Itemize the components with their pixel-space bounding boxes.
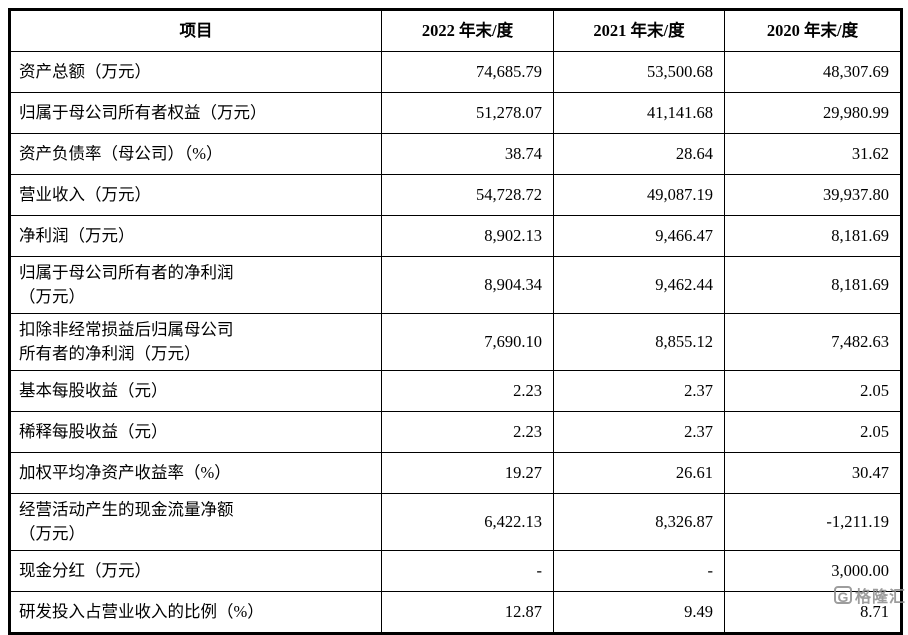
row-item-label: 研发投入占营业收入的比例（%） xyxy=(9,591,382,634)
value-2020: 8,181.69 xyxy=(724,256,902,314)
item-line1: 扣除非经常损益后归属母公司 xyxy=(19,320,234,340)
value-2022: 54,728.72 xyxy=(381,174,554,216)
item-line1: 基本每股收益（元） xyxy=(19,381,168,401)
row-item-label: 归属于母公司所有者的净利润 （万元） xyxy=(9,256,382,314)
row-item-label: 加权平均净资产收益率（%） xyxy=(9,452,382,494)
value-2020: 8.71 xyxy=(724,591,902,634)
row-item-label: 现金分红（万元） xyxy=(9,550,382,592)
item-line1: 资产负债率（母公司）（%） xyxy=(19,144,223,164)
row-item-label: 扣除非经常损益后归属母公司 所有者的净利润（万元） xyxy=(9,313,382,371)
value-2020: -1,211.19 xyxy=(724,493,902,551)
value-2020: 31.62 xyxy=(724,133,902,175)
table-row: 归属于母公司所有者的净利润 （万元） 8,904.34 9,462.44 8,1… xyxy=(9,256,902,314)
value-2021: 8,855.12 xyxy=(553,313,725,371)
value-2020: 8,181.69 xyxy=(724,215,902,257)
table-row: 归属于母公司所有者权益（万元） 51,278.07 41,141.68 29,9… xyxy=(9,92,902,134)
value-2022: 7,690.10 xyxy=(381,313,554,371)
value-2022: 2.23 xyxy=(381,411,554,453)
value-2020: 3,000.00 xyxy=(724,550,902,592)
value-2021: 9.49 xyxy=(553,591,725,634)
header-2020: 2020 年末/度 xyxy=(724,9,902,52)
item-line1: 资产总额（万元） xyxy=(19,62,151,82)
table-row: 资产负债率（母公司）（%） 38.74 28.64 31.62 xyxy=(9,133,902,175)
row-item-label: 净利润（万元） xyxy=(9,215,382,257)
value-2021: 26.61 xyxy=(553,452,725,494)
row-item-label: 稀释每股收益（元） xyxy=(9,411,382,453)
table-row: 营业收入（万元） 54,728.72 49,087.19 39,937.80 xyxy=(9,174,902,216)
row-item-label: 经营活动产生的现金流量净额 （万元） xyxy=(9,493,382,551)
item-line1: 现金分红（万元） xyxy=(19,561,151,581)
row-item-label: 归属于母公司所有者权益（万元） xyxy=(9,92,382,134)
value-2020: 30.47 xyxy=(724,452,902,494)
row-item-label: 资产负债率（母公司）（%） xyxy=(9,133,382,175)
table-row: 资产总额（万元） 74,685.79 53,500.68 48,307.69 xyxy=(9,51,902,93)
item-line1: 净利润（万元） xyxy=(19,226,135,246)
value-2020: 7,482.63 xyxy=(724,313,902,371)
value-2021: 2.37 xyxy=(553,411,725,453)
table-row: 基本每股收益（元） 2.23 2.37 2.05 xyxy=(9,370,902,412)
value-2022: 19.27 xyxy=(381,452,554,494)
value-2021: - xyxy=(553,550,725,592)
table-row: 扣除非经常损益后归属母公司 所有者的净利润（万元） 7,690.10 8,855… xyxy=(9,313,902,371)
item-line1: 稀释每股收益（元） xyxy=(19,422,168,442)
value-2021: 28.64 xyxy=(553,133,725,175)
table-row: 现金分红（万元） - - 3,000.00 xyxy=(9,550,902,592)
item-line2: 所有者的净利润（万元） xyxy=(19,344,201,363)
value-2020: 48,307.69 xyxy=(724,51,902,93)
table-row: 稀释每股收益（元） 2.23 2.37 2.05 xyxy=(9,411,902,453)
header-2022: 2022 年末/度 xyxy=(381,9,554,52)
value-2022: 74,685.79 xyxy=(381,51,554,93)
value-2022: 8,902.13 xyxy=(381,215,554,257)
header-row: 项目 2022 年末/度 2021 年末/度 2020 年末/度 xyxy=(9,9,902,52)
item-line1: 研发投入占营业收入的比例（%） xyxy=(19,602,264,622)
value-2022: 12.87 xyxy=(381,591,554,634)
fin-table: 项目 2022 年末/度 2021 年末/度 2020 年末/度 资产总额（万元… xyxy=(8,8,903,635)
value-2020: 2.05 xyxy=(724,370,902,412)
item-line1: 归属于母公司所有者的净利润 xyxy=(19,263,234,283)
item-line1: 经营活动产生的现金流量净额 xyxy=(19,500,234,520)
financial-summary-table: 项目 2022 年末/度 2021 年末/度 2020 年末/度 资产总额（万元… xyxy=(8,8,903,635)
item-line1: 营业收入（万元） xyxy=(19,185,151,205)
value-2021: 41,141.68 xyxy=(553,92,725,134)
value-2022: 6,422.13 xyxy=(381,493,554,551)
value-2022: - xyxy=(381,550,554,592)
value-2020: 39,937.80 xyxy=(724,174,902,216)
item-line2: （万元） xyxy=(19,524,85,543)
value-2021: 49,087.19 xyxy=(553,174,725,216)
row-item-label: 营业收入（万元） xyxy=(9,174,382,216)
value-2021: 2.37 xyxy=(553,370,725,412)
value-2022: 2.23 xyxy=(381,370,554,412)
table-row: 经营活动产生的现金流量净额 （万元） 6,422.13 8,326.87 -1,… xyxy=(9,493,902,551)
value-2020: 2.05 xyxy=(724,411,902,453)
item-line2: （万元） xyxy=(19,287,85,306)
item-line1: 加权平均净资产收益率（%） xyxy=(19,463,231,483)
value-2022: 51,278.07 xyxy=(381,92,554,134)
value-2021: 53,500.68 xyxy=(553,51,725,93)
header-2021: 2021 年末/度 xyxy=(553,9,725,52)
table-row: 研发投入占营业收入的比例（%） 12.87 9.49 8.71 xyxy=(9,591,902,634)
row-item-label: 基本每股收益（元） xyxy=(9,370,382,412)
value-2021: 9,462.44 xyxy=(553,256,725,314)
value-2020: 29,980.99 xyxy=(724,92,902,134)
value-2021: 9,466.47 xyxy=(553,215,725,257)
item-line1: 归属于母公司所有者权益（万元） xyxy=(19,103,267,123)
table-row: 加权平均净资产收益率（%） 19.27 26.61 30.47 xyxy=(9,452,902,494)
header-item: 项目 xyxy=(9,9,382,52)
table-row: 净利润（万元） 8,902.13 9,466.47 8,181.69 xyxy=(9,215,902,257)
value-2022: 8,904.34 xyxy=(381,256,554,314)
row-item-label: 资产总额（万元） xyxy=(9,51,382,93)
value-2022: 38.74 xyxy=(381,133,554,175)
value-2021: 8,326.87 xyxy=(553,493,725,551)
